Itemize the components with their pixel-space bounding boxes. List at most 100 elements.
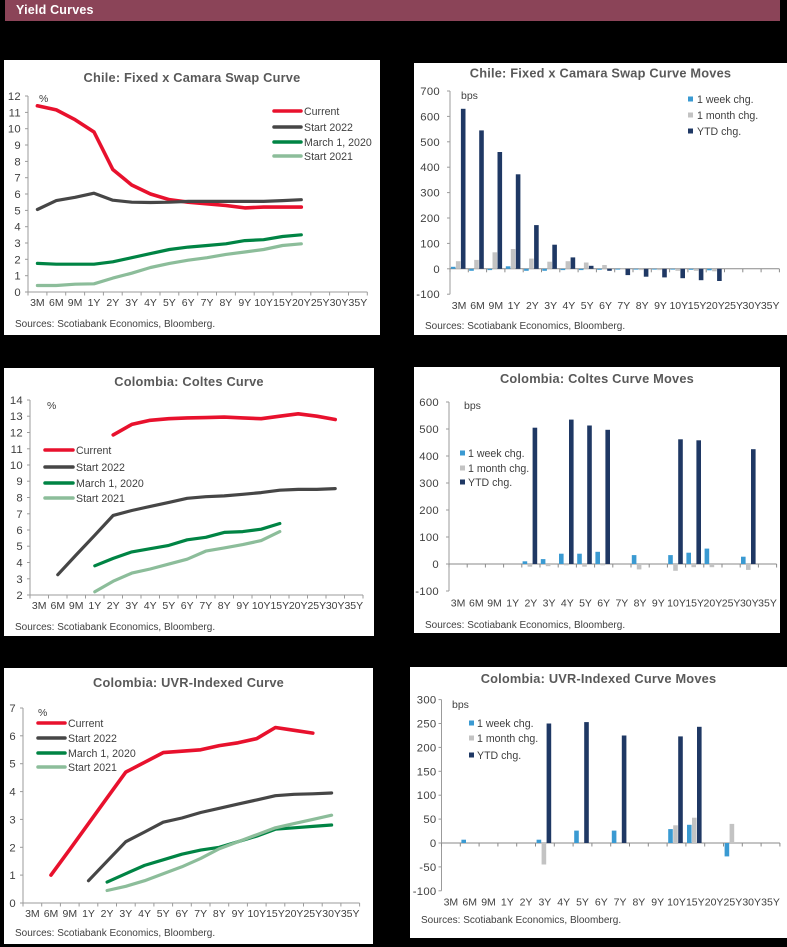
svg-text:bps: bps xyxy=(461,90,478,102)
svg-text:9: 9 xyxy=(14,140,21,152)
svg-text:10Y: 10Y xyxy=(667,897,686,909)
svg-text:3: 3 xyxy=(16,574,23,586)
svg-text:9M: 9M xyxy=(69,600,84,612)
svg-text:Start 2021: Start 2021 xyxy=(68,762,117,774)
svg-text:3Y: 3Y xyxy=(544,300,557,312)
svg-text:1 week chg.: 1 week chg. xyxy=(468,448,525,460)
svg-text:Sources: Scotiabank Economics,: Sources: Scotiabank Economics, Bloomberg… xyxy=(425,620,625,631)
svg-text:Sources: Scotiabank Economics,: Sources: Scotiabank Economics, Bloomberg… xyxy=(15,319,215,330)
svg-text:3: 3 xyxy=(9,814,16,826)
svg-text:400: 400 xyxy=(420,162,440,174)
svg-text:20Y: 20Y xyxy=(285,908,304,920)
svg-text:3M: 3M xyxy=(444,897,459,909)
svg-text:5Y: 5Y xyxy=(157,908,170,920)
svg-text:30Y: 30Y xyxy=(740,598,759,610)
svg-text:0: 0 xyxy=(433,264,440,276)
svg-text:YTD chg.: YTD chg. xyxy=(477,750,521,762)
svg-text:Current: Current xyxy=(304,106,339,118)
svg-text:25Y: 25Y xyxy=(307,600,326,612)
svg-text:600: 600 xyxy=(420,111,440,123)
svg-text:35Y: 35Y xyxy=(761,897,780,909)
svg-text:3M: 3M xyxy=(25,908,40,920)
svg-text:9Y: 9Y xyxy=(238,297,251,309)
svg-text:5Y: 5Y xyxy=(163,297,176,309)
svg-text:10: 10 xyxy=(8,124,21,136)
svg-text:1 month chg.: 1 month chg. xyxy=(477,733,538,745)
svg-text:3Y: 3Y xyxy=(538,897,551,909)
svg-text:6Y: 6Y xyxy=(175,908,188,920)
svg-text:7Y: 7Y xyxy=(614,897,627,909)
svg-text:50: 50 xyxy=(423,814,436,826)
svg-text:7Y: 7Y xyxy=(201,297,214,309)
svg-text:0: 0 xyxy=(14,287,21,299)
svg-text:14: 14 xyxy=(10,395,23,407)
svg-text:7Y: 7Y xyxy=(615,598,628,610)
svg-text:Sources: Scotiabank Economics,: Sources: Scotiabank Economics, Bloomberg… xyxy=(15,928,215,939)
svg-text:Start 2022: Start 2022 xyxy=(76,462,125,474)
svg-text:35Y: 35Y xyxy=(758,598,777,610)
svg-text:25Y: 25Y xyxy=(724,897,743,909)
svg-text:9Y: 9Y xyxy=(232,908,245,920)
svg-text:8Y: 8Y xyxy=(636,300,649,312)
svg-text:-100: -100 xyxy=(415,586,439,598)
svg-text:3M: 3M xyxy=(32,600,47,612)
svg-text:8Y: 8Y xyxy=(219,297,232,309)
svg-text:2: 2 xyxy=(16,590,23,602)
svg-text:4Y: 4Y xyxy=(144,297,157,309)
svg-text:200: 200 xyxy=(420,213,440,225)
svg-text:15Y: 15Y xyxy=(686,897,705,909)
svg-text:Start 2022: Start 2022 xyxy=(68,733,117,745)
svg-text:2Y: 2Y xyxy=(526,300,539,312)
svg-text:bps: bps xyxy=(452,699,469,711)
svg-text:2: 2 xyxy=(14,254,21,266)
svg-text:9M: 9M xyxy=(481,897,496,909)
svg-text:2Y: 2Y xyxy=(101,908,114,920)
svg-text:8Y: 8Y xyxy=(632,897,645,909)
svg-text:YTD chg.: YTD chg. xyxy=(697,126,741,138)
svg-text:11: 11 xyxy=(11,444,23,456)
svg-text:3: 3 xyxy=(14,238,21,250)
svg-text:Chile: Fixed x Camara Swap Cur: Chile: Fixed x Camara Swap Curve xyxy=(84,70,301,85)
svg-text:8Y: 8Y xyxy=(213,908,226,920)
svg-text:15Y: 15Y xyxy=(270,600,289,612)
svg-text:%: % xyxy=(47,400,56,412)
svg-text:Sources: Scotiabank Economics,: Sources: Scotiabank Economics, Bloomberg… xyxy=(421,915,621,926)
svg-text:Current: Current xyxy=(68,718,103,730)
svg-text:20Y: 20Y xyxy=(705,897,724,909)
svg-text:9M: 9M xyxy=(487,598,502,610)
svg-text:9Y: 9Y xyxy=(236,600,249,612)
svg-text:30Y: 30Y xyxy=(330,297,349,309)
svg-text:7Y: 7Y xyxy=(194,908,207,920)
svg-text:8: 8 xyxy=(14,156,21,168)
svg-text:9Y: 9Y xyxy=(654,300,667,312)
svg-text:%: % xyxy=(38,707,47,719)
svg-text:9M: 9M xyxy=(489,300,504,312)
svg-text:6M: 6M xyxy=(44,908,59,920)
svg-text:3M: 3M xyxy=(452,300,467,312)
svg-text:11: 11 xyxy=(9,107,21,119)
svg-text:1Y: 1Y xyxy=(88,297,101,309)
svg-text:2Y: 2Y xyxy=(520,897,533,909)
svg-text:4: 4 xyxy=(16,558,23,570)
svg-text:3Y: 3Y xyxy=(125,297,138,309)
svg-text:500: 500 xyxy=(420,137,440,149)
svg-text:Start 2021: Start 2021 xyxy=(76,493,125,505)
svg-text:4Y: 4Y xyxy=(561,598,574,610)
svg-text:9M: 9M xyxy=(63,908,78,920)
svg-text:8Y: 8Y xyxy=(634,598,647,610)
svg-text:25Y: 25Y xyxy=(303,908,322,920)
svg-text:March 1, 2020: March 1, 2020 xyxy=(304,137,372,149)
svg-text:Colombia: Coltes Curve Moves: Colombia: Coltes Curve Moves xyxy=(500,371,694,386)
svg-text:6Y: 6Y xyxy=(182,297,195,309)
svg-text:6M: 6M xyxy=(462,897,477,909)
svg-text:7Y: 7Y xyxy=(199,600,212,612)
svg-text:6M: 6M xyxy=(49,297,64,309)
svg-text:1Y: 1Y xyxy=(506,598,519,610)
svg-text:20Y: 20Y xyxy=(292,297,311,309)
svg-text:15Y: 15Y xyxy=(273,297,292,309)
svg-text:5: 5 xyxy=(16,541,23,553)
svg-text:200: 200 xyxy=(417,742,437,754)
svg-text:6Y: 6Y xyxy=(599,300,612,312)
svg-text:10Y: 10Y xyxy=(669,300,688,312)
svg-text:Start 2021: Start 2021 xyxy=(304,151,353,163)
